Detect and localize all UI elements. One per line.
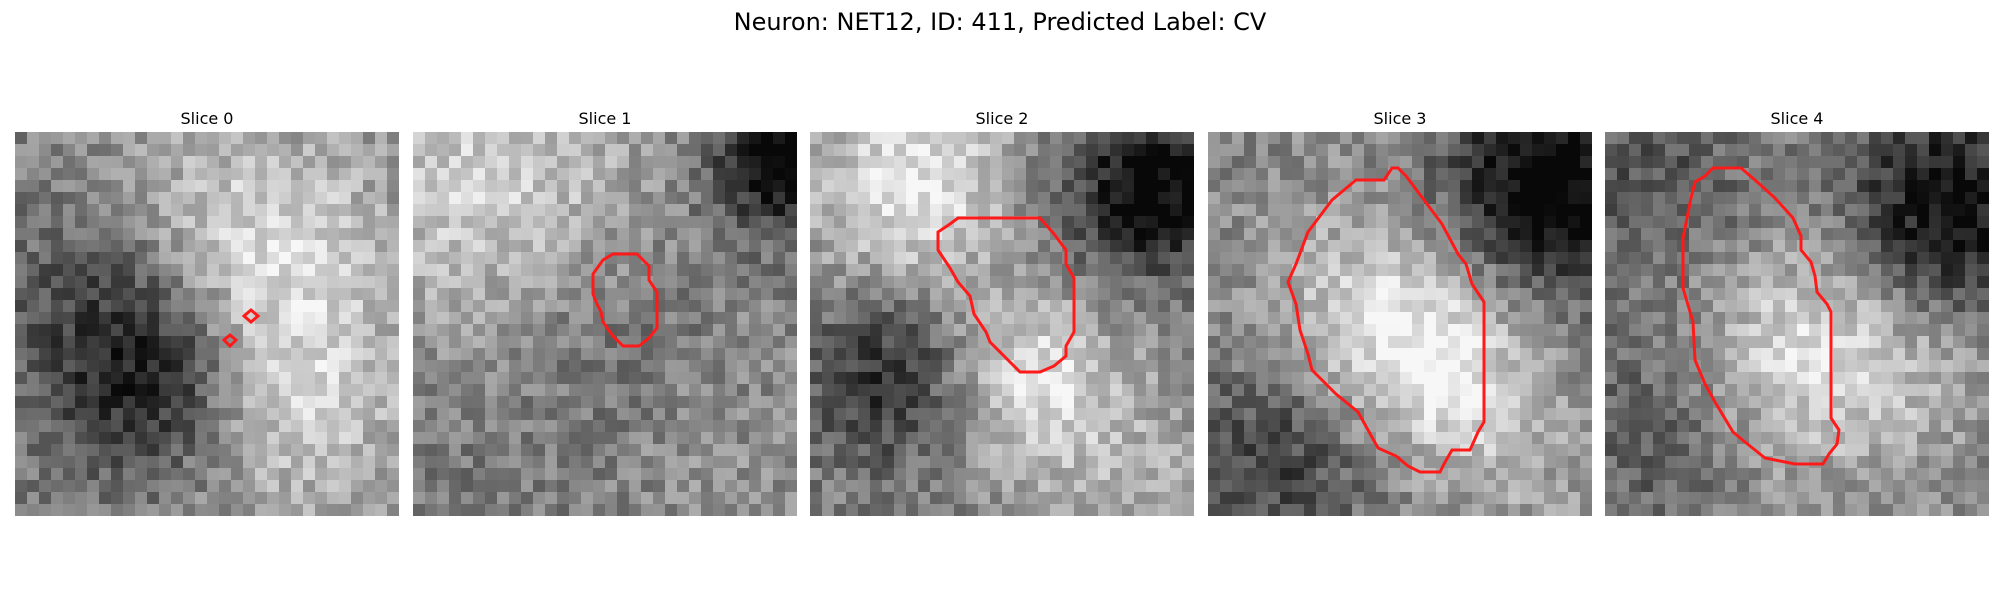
segmentation-contour-3 [1286,166,1486,474]
segmentation-contour-2 [936,216,1076,374]
segmentation-contour-4 [1681,166,1841,466]
slice-panel-3: Slice 3 [1208,108,1592,516]
slice-image-4 [1605,132,1989,516]
slice-image-2 [810,132,1194,516]
slice-panel-2: Slice 2 [810,108,1194,516]
slice-title-4: Slice 4 [1770,109,1824,128]
slice-title-0: Slice 0 [180,109,234,128]
segmentation-contour-0 [221,308,261,349]
slice-image-3 [1208,132,1592,516]
slice-panel-0: Slice 0 [15,108,399,516]
slice-title-3: Slice 3 [1373,109,1427,128]
slice-title-1: Slice 1 [578,109,632,128]
slice-panel-4: Slice 4 [1605,108,1989,516]
figure-title: Neuron: NET12, ID: 411, Predicted Label:… [733,8,1267,36]
segmentation-contour-1 [591,252,659,348]
slice-panel-1: Slice 1 [413,108,797,516]
slice-title-2: Slice 2 [975,109,1029,128]
slice-image-0 [15,132,399,516]
